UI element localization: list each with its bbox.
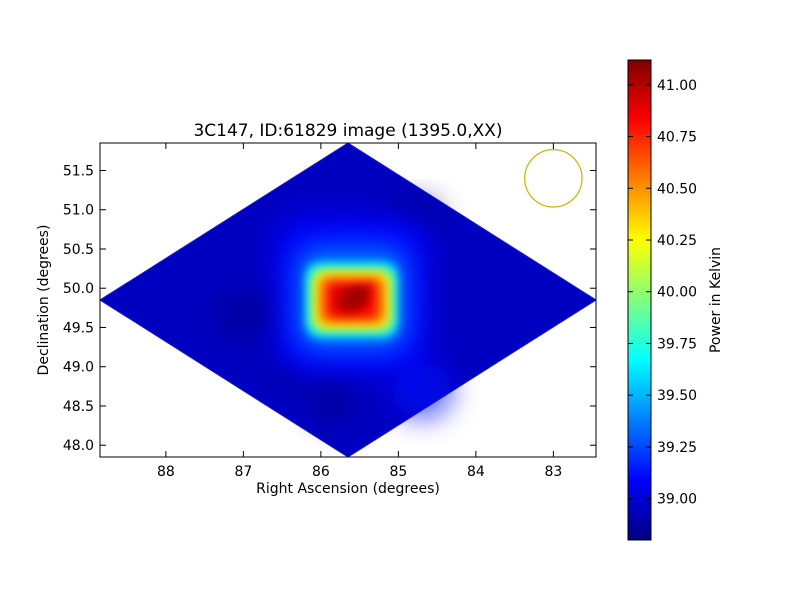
colorbar-tick-label: 40.50: [657, 181, 697, 197]
colorbar-tick-label: 40.75: [657, 130, 697, 146]
y-tick-label: 48.5: [63, 399, 94, 415]
y-tick-label: 49.0: [63, 360, 94, 376]
x-tick-label: 84: [467, 464, 485, 480]
peak-core: [336, 290, 367, 310]
x-tick-label: 86: [312, 464, 330, 480]
y-tick-label: 51.5: [63, 163, 94, 179]
plot-frame: [99, 142, 597, 458]
chart-title: 3C147, ID:61829 image (1395.0,XX): [193, 121, 502, 141]
colorbar-tick-label: 41.00: [657, 78, 697, 94]
x-axis: 88 87 86 85 84 83: [157, 143, 562, 480]
x-tick-label: 88: [157, 464, 175, 480]
y-tick-label: 49.5: [63, 320, 94, 336]
source-emission: [276, 217, 427, 373]
y-tick-label: 50.0: [63, 281, 94, 297]
x-axis-label: Right Ascension (degrees): [256, 481, 440, 497]
beam-circle: [524, 149, 583, 208]
y-tick-label: 48.0: [63, 438, 94, 454]
y-tick-label: 50.5: [63, 242, 94, 258]
colorbar-tick-label: 39.00: [657, 492, 697, 508]
y-axis-label: Declination (degrees): [36, 225, 52, 376]
colorbar-ticks: 39.00 39.25 39.50 39.75 40.00 40.25 40.50 40.75…: [628, 78, 697, 508]
y-tick-label: 51.0: [63, 203, 94, 219]
colorbar-label: Power in Kelvin: [708, 247, 724, 353]
colorbar-tick-label: 39.75: [657, 336, 697, 352]
heatmap-image: [100, 143, 596, 457]
colorbar-tick-label: 40.25: [657, 233, 697, 249]
colorbar: [627, 59, 652, 541]
y-axis: 48.0 48.5 49.0 49.5 50.0 50.5 51.0 51.5: [63, 163, 596, 454]
x-tick-label: 87: [234, 464, 252, 480]
dark-patch: [309, 365, 354, 425]
x-tick-label: 83: [544, 464, 562, 480]
colorbar-tick-label: 40.00: [657, 285, 697, 301]
faint-emission: [391, 362, 452, 418]
x-tick-label: 85: [389, 464, 407, 480]
colorbar-tick-label: 39.50: [657, 388, 697, 404]
colorbar-tick-label: 39.25: [657, 440, 697, 456]
